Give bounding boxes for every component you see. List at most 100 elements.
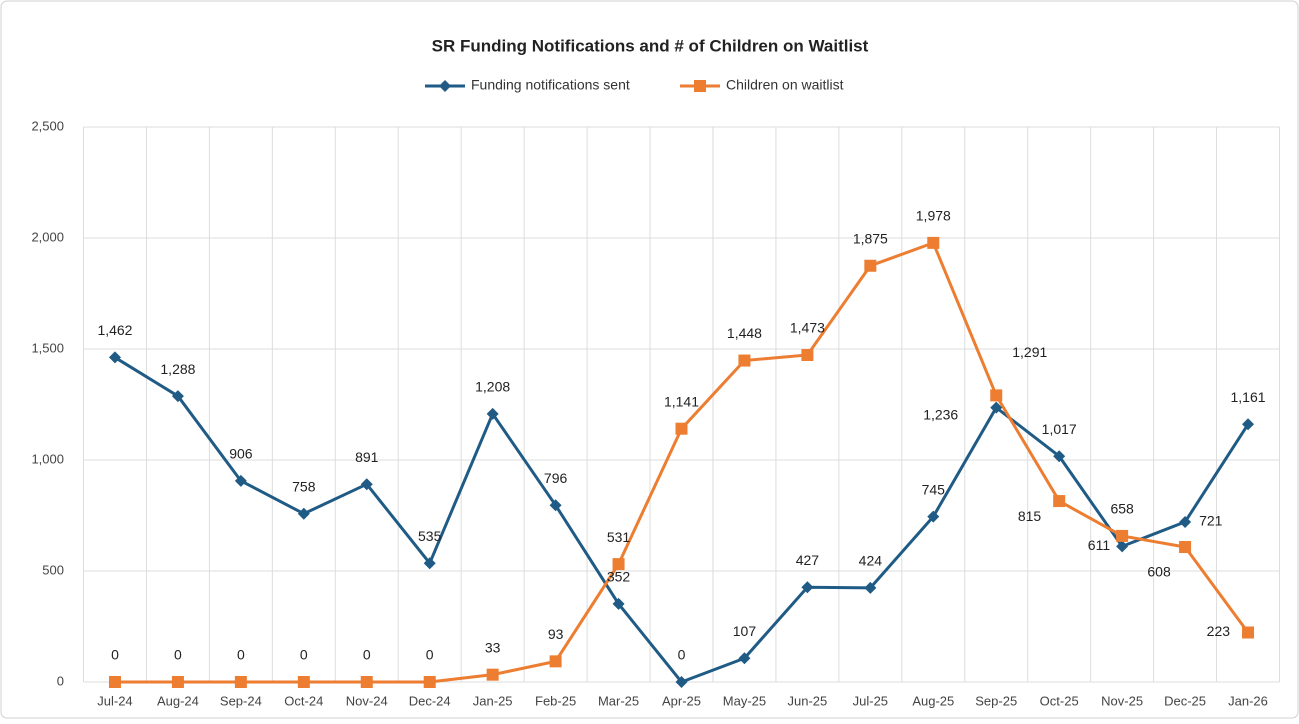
data-label: 745	[922, 481, 946, 497]
x-tick-label: Mar-25	[598, 693, 639, 708]
data-point	[990, 401, 1003, 414]
data-label: 1,017	[1042, 421, 1077, 437]
chart-title: SR Funding Notifications and # of Childr…	[432, 36, 869, 55]
data-point	[1242, 626, 1255, 639]
data-label: 0	[111, 647, 119, 663]
data-label: 427	[796, 552, 820, 568]
data-point	[612, 558, 625, 571]
data-point	[864, 259, 877, 272]
x-tick-label: Jun-25	[788, 693, 828, 708]
data-point	[423, 676, 436, 688]
data-point	[297, 676, 310, 688]
data-point	[360, 676, 373, 688]
y-tick-label: 500	[42, 562, 64, 577]
data-point	[927, 510, 940, 523]
data-point	[423, 557, 436, 570]
data-point	[360, 478, 373, 491]
data-label: 0	[426, 647, 434, 663]
legend-label: Funding notifications sent	[471, 77, 630, 93]
data-label: 535	[418, 528, 442, 544]
x-tick-label: Apr-25	[662, 693, 701, 708]
y-tick-label: 2,500	[31, 118, 64, 133]
data-label: 0	[363, 647, 371, 663]
x-tick-label: Oct-24	[284, 693, 323, 708]
x-tick-label: Jul-25	[853, 693, 888, 708]
data-point	[864, 581, 877, 594]
data-point	[108, 351, 121, 364]
data-label: 107	[733, 623, 757, 639]
data-point	[549, 499, 562, 512]
data-point	[738, 354, 751, 367]
data-label: 796	[544, 470, 568, 486]
data-label: 223	[1207, 623, 1231, 639]
data-point	[675, 422, 688, 435]
data-label: 1,875	[853, 230, 888, 246]
data-label: 93	[548, 626, 564, 642]
data-label: 1,978	[916, 208, 951, 224]
data-point	[1116, 529, 1129, 542]
data-point	[927, 236, 940, 249]
data-label: 0	[174, 647, 182, 663]
data-label: 658	[1110, 501, 1134, 517]
data-point	[549, 655, 562, 668]
data-point	[1053, 495, 1066, 508]
data-label: 1,448	[727, 325, 762, 341]
data-point	[108, 676, 121, 688]
legend-marker	[439, 80, 451, 92]
data-label: 891	[355, 449, 379, 465]
data-point	[171, 676, 184, 688]
data-label: 0	[237, 647, 245, 663]
data-label: 1,208	[475, 379, 510, 395]
data-point	[738, 652, 751, 665]
data-point	[801, 348, 814, 361]
data-point	[801, 581, 814, 594]
y-tick-label: 2,000	[31, 229, 64, 244]
data-label: 1,161	[1231, 389, 1266, 405]
x-tick-label: Jul-24	[97, 693, 132, 708]
data-label: 1,141	[664, 393, 699, 409]
data-point	[675, 676, 688, 688]
y-tick-label: 1,500	[31, 340, 64, 355]
data-label: 0	[678, 647, 686, 663]
data-label: 1,462	[97, 322, 132, 338]
x-tick-label: Sep-25	[975, 693, 1017, 708]
data-point	[234, 676, 247, 688]
x-tick-label: Aug-25	[912, 693, 954, 708]
data-label: 1,291	[1012, 344, 1047, 360]
data-point	[171, 390, 184, 403]
legend-marker	[694, 80, 706, 92]
data-label: 906	[229, 446, 253, 462]
data-label: 33	[485, 639, 501, 655]
data-label: 1,288	[160, 361, 195, 377]
data-point	[1116, 540, 1129, 553]
data-label: 758	[292, 478, 316, 494]
data-label: 0	[300, 647, 308, 663]
data-point	[1179, 541, 1192, 554]
x-tick-label: Jan-26	[1228, 693, 1268, 708]
x-tick-label: Feb-25	[535, 693, 576, 708]
data-label: 531	[607, 529, 631, 545]
data-point	[486, 668, 499, 681]
x-tick-label: Dec-24	[409, 693, 451, 708]
data-label: 1,473	[790, 320, 825, 336]
data-point	[990, 389, 1003, 402]
data-label: 815	[1018, 508, 1042, 524]
x-tick-label: Sep-24	[220, 693, 262, 708]
data-label: 352	[607, 569, 631, 585]
data-point	[1242, 418, 1255, 431]
data-label: 1,236	[923, 406, 958, 422]
y-tick-label: 1,000	[31, 451, 64, 466]
data-point	[297, 507, 310, 520]
x-tick-label: Jan-25	[473, 693, 513, 708]
data-point	[1053, 450, 1066, 463]
x-tick-label: Dec-25	[1164, 693, 1206, 708]
data-point	[612, 597, 625, 610]
x-tick-label: Aug-24	[157, 693, 199, 708]
legend-label: Children on waitlist	[726, 77, 844, 93]
data-point	[486, 407, 499, 420]
data-label: 721	[1199, 513, 1223, 529]
data-label: 424	[859, 553, 883, 569]
